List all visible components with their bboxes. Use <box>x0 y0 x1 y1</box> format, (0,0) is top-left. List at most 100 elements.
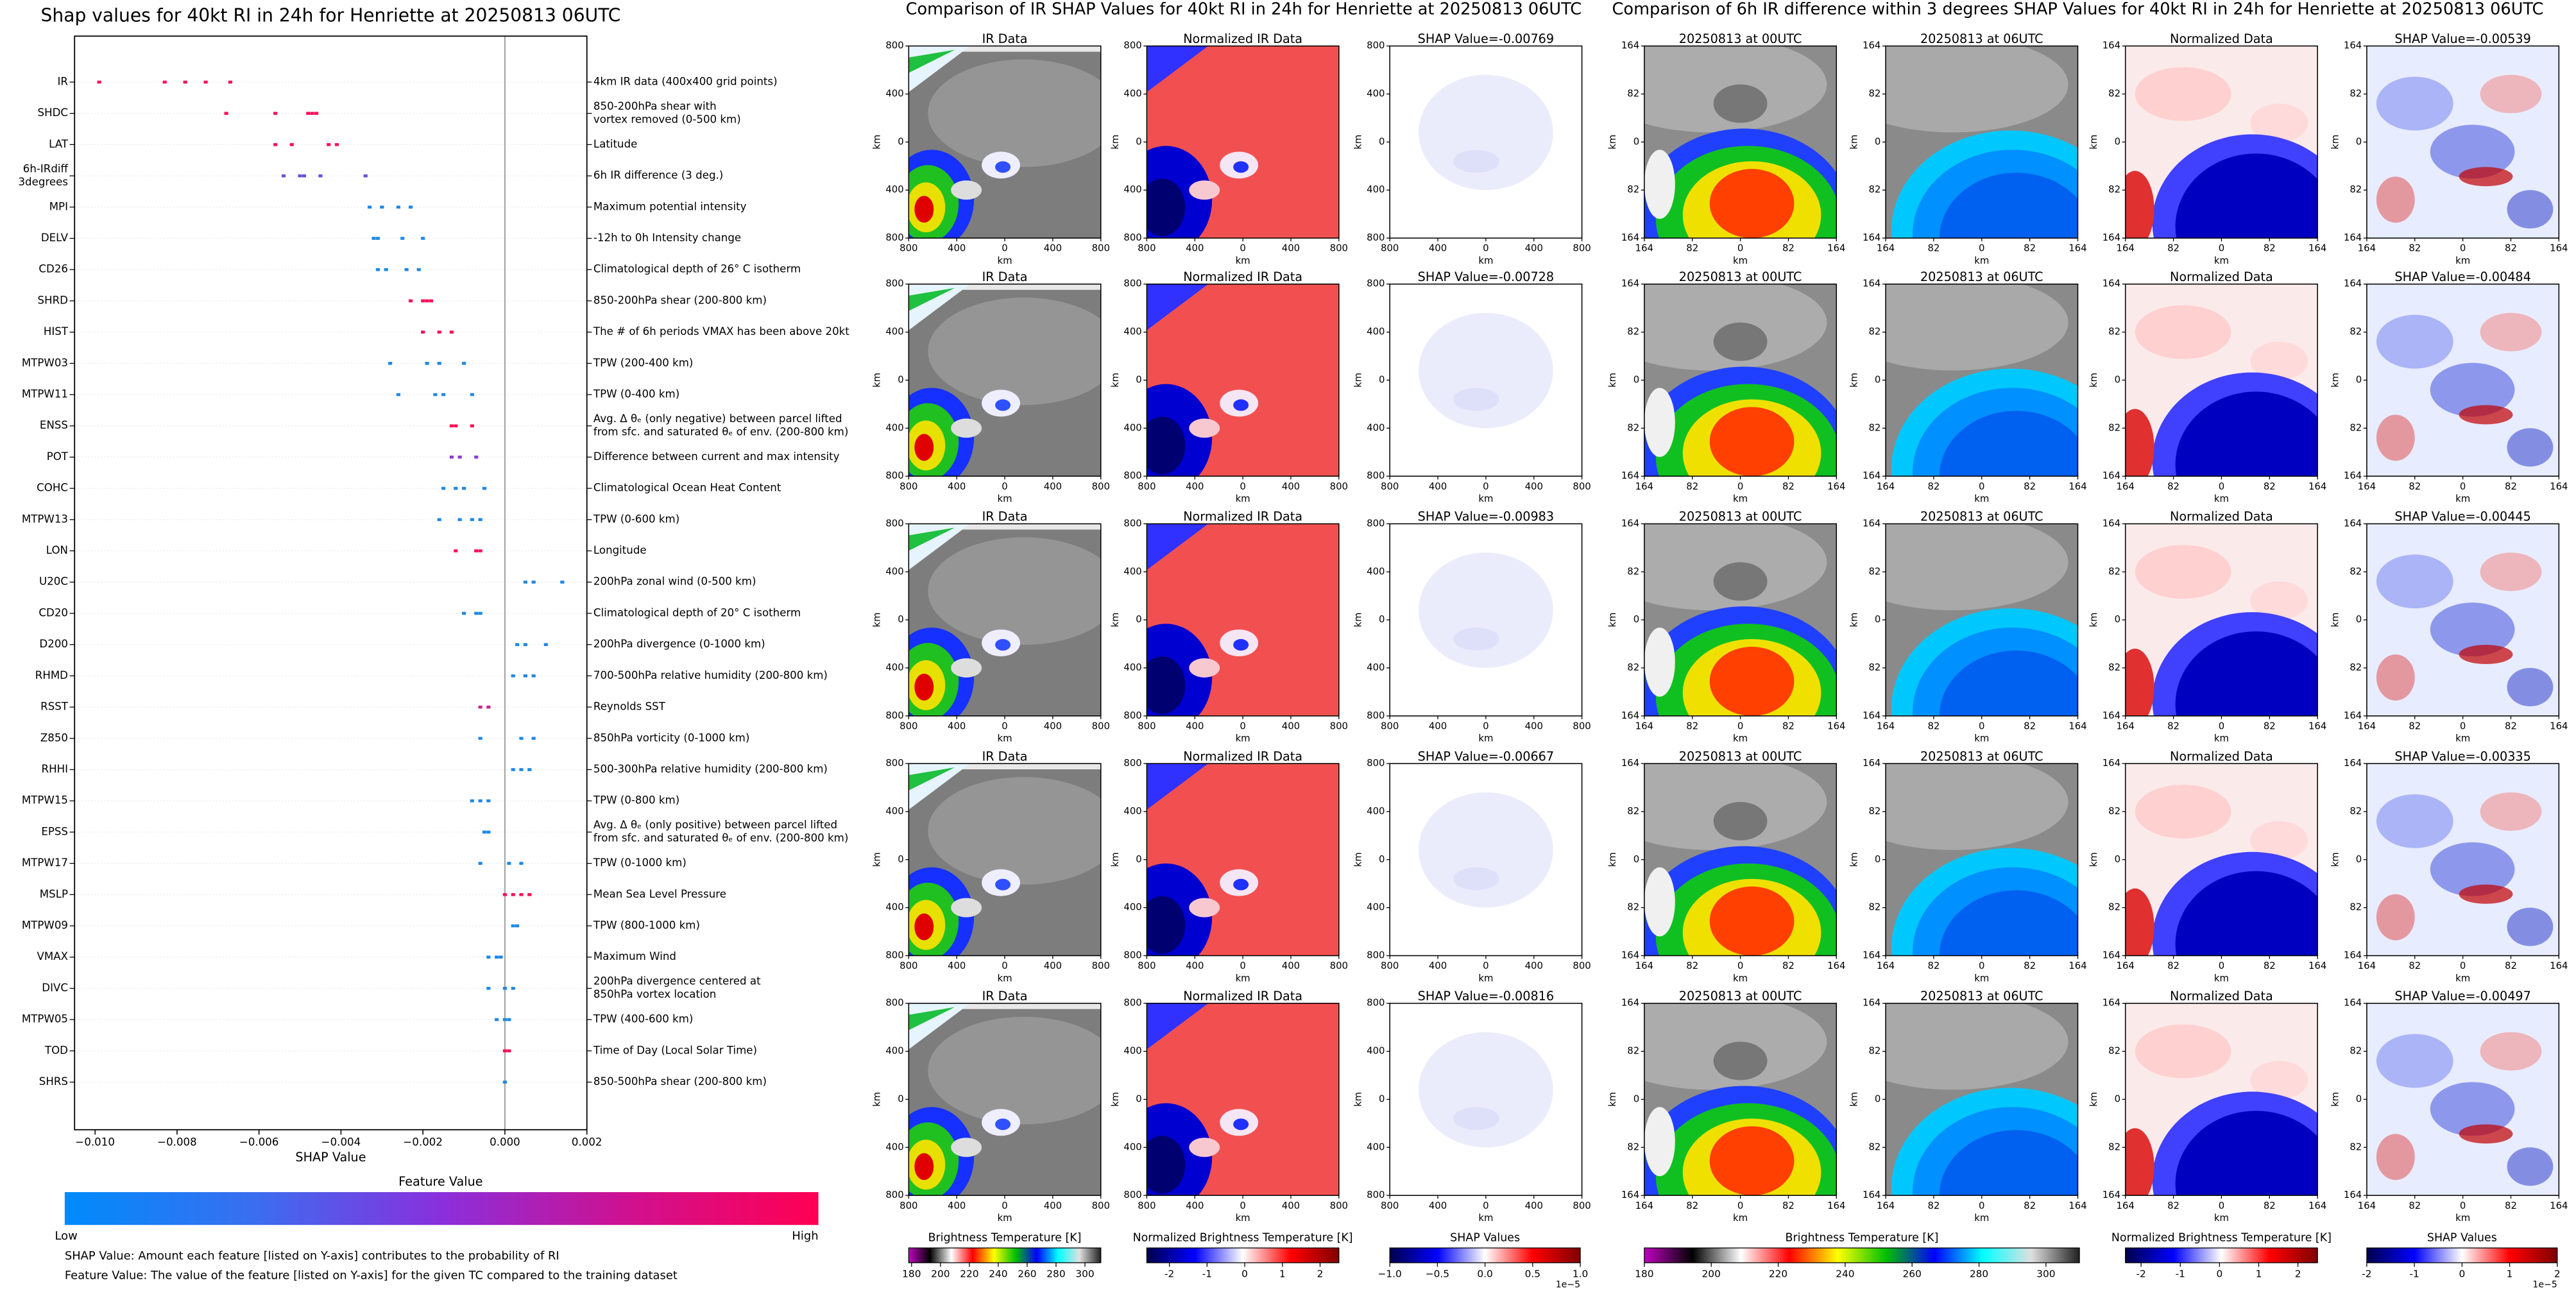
shap-point <box>281 174 286 178</box>
satellite-image <box>2366 46 2559 239</box>
y-tick-label: 82 <box>1627 1046 1639 1057</box>
y-tick-label: 800 <box>1367 998 1385 1009</box>
shap-point <box>461 362 466 365</box>
x-tick-label: 164 <box>2308 960 2326 971</box>
y-tick-label: 800 <box>885 518 903 529</box>
shap-point <box>507 1049 511 1053</box>
y-tick-label: 400 <box>1123 662 1141 673</box>
y-tick-label: 800 <box>1123 950 1141 960</box>
y-tick-label: 82 <box>2350 1046 2362 1057</box>
x-tick-label: 0 <box>1002 960 1007 971</box>
x-tick-label: 400 <box>1186 960 1204 971</box>
y-tick-label: 82 <box>1627 566 1639 577</box>
x-axis-label: km <box>2455 255 2470 266</box>
y-tick-label: 0 <box>1875 1093 1881 1104</box>
y-tick-label: 82 <box>1869 1046 1881 1057</box>
y-tick-label: 164 <box>1863 1190 1881 1200</box>
shap-point <box>486 987 491 990</box>
y-tick-label: 0 <box>1633 1093 1639 1104</box>
x-tick-label: 0 <box>1002 481 1007 492</box>
x-axis-label: km <box>1236 733 1250 744</box>
y-axis-label: km <box>2330 613 2341 627</box>
feature-description: 850-200hPa shear (200-800 km) <box>593 294 767 306</box>
y-tick-label: MSLP <box>40 888 68 900</box>
x-tick-label: 0 <box>1979 721 1984 731</box>
shap-point <box>425 299 429 303</box>
x-tick-label: 164 <box>2358 721 2376 731</box>
x-tick-label: 82 <box>2409 960 2421 971</box>
x-tick-label: 82 <box>1782 481 1795 492</box>
shap-point <box>511 768 515 771</box>
y-tick-label: 400 <box>1123 327 1141 337</box>
x-tick-label: 82 <box>2505 721 2517 731</box>
shap-point <box>183 80 187 84</box>
y-tick-label: 0 <box>1875 854 1881 865</box>
x-tick-label: 82 <box>1782 721 1795 731</box>
x-tick-label: 0 <box>1979 960 1984 971</box>
y-axis-label: km <box>2330 373 2341 388</box>
x-axis-label: km <box>998 733 1012 744</box>
y-tick-label: 164 <box>2103 232 2120 243</box>
y-tick-label: 82 <box>1869 662 1881 673</box>
x-tick-label: 164 <box>1827 481 1845 492</box>
x-axis-label: SHAP Value <box>295 1150 366 1165</box>
x-axis-label: km <box>998 255 1012 266</box>
x-axis-label: km <box>1733 255 1748 266</box>
y-tick-label: 3degrees <box>18 176 68 188</box>
x-tick-label: 400 <box>1044 960 1062 971</box>
y-tick-label: POT <box>47 450 69 463</box>
x-tick-label: 400 <box>948 481 966 492</box>
colorbar-tick-label: −1.0 <box>1378 1268 1402 1279</box>
shap-point <box>449 456 454 459</box>
y-tick-label: 800 <box>885 232 903 243</box>
y-axis-label: km <box>2088 613 2099 627</box>
feature-description: TPW (0-800 km) <box>593 794 679 807</box>
satellite-image <box>1147 764 1339 956</box>
y-tick-label: COHC <box>37 482 68 494</box>
colorbar-tick-label: 280 <box>1046 1268 1065 1279</box>
y-tick-label: 400 <box>885 327 903 337</box>
y-tick-label: MTPW11 <box>22 388 68 400</box>
x-tick-label: 82 <box>2505 1200 2517 1211</box>
x-tick-label: 164 <box>1635 721 1653 731</box>
x-tick-label: −0.008 <box>157 1136 197 1148</box>
y-tick-label: 164 <box>2103 1190 2120 1200</box>
y-tick-label: VMAX <box>37 950 68 962</box>
shap-point <box>486 830 491 834</box>
y-tick-label: 82 <box>2350 662 2362 673</box>
y-tick-label: 82 <box>2350 89 2362 99</box>
x-tick-label: 0.000 <box>490 1136 520 1148</box>
y-tick-label: 800 <box>1123 998 1141 1009</box>
y-tick-label: 164 <box>1621 278 1639 289</box>
x-tick-label: 0 <box>1483 481 1488 492</box>
panel-title: 20250813 at 06UTC <box>1920 509 2043 524</box>
x-tick-label: 0 <box>1483 721 1488 731</box>
y-tick-label: 0 <box>1379 1093 1385 1104</box>
x-tick-label: 400 <box>1044 481 1062 492</box>
feature-description: 6h IR difference (3 deg.) <box>593 169 723 182</box>
shap-point <box>502 1018 508 1021</box>
x-tick-label: 400 <box>1044 243 1062 254</box>
x-tick-label: 164 <box>2068 481 2086 492</box>
satellite-image <box>1390 284 1582 477</box>
shap-point <box>478 737 482 740</box>
panel-title: Normalized IR Data <box>1183 989 1302 1003</box>
x-tick-label: 164 <box>1827 960 1845 971</box>
y-tick-label: 0 <box>1136 854 1141 865</box>
y-tick-label: 82 <box>1627 184 1639 195</box>
y-tick-label: 800 <box>1123 1190 1141 1200</box>
x-tick-label: 800 <box>1573 1200 1591 1211</box>
panel-title: SHAP Value=-0.00667 <box>1418 749 1554 764</box>
x-tick-label: 800 <box>1330 481 1348 492</box>
y-tick-label: 400 <box>885 902 903 913</box>
panel-title: IR Data <box>982 509 1028 524</box>
panel-title: SHAP Value=-0.00816 <box>1418 989 1554 1003</box>
